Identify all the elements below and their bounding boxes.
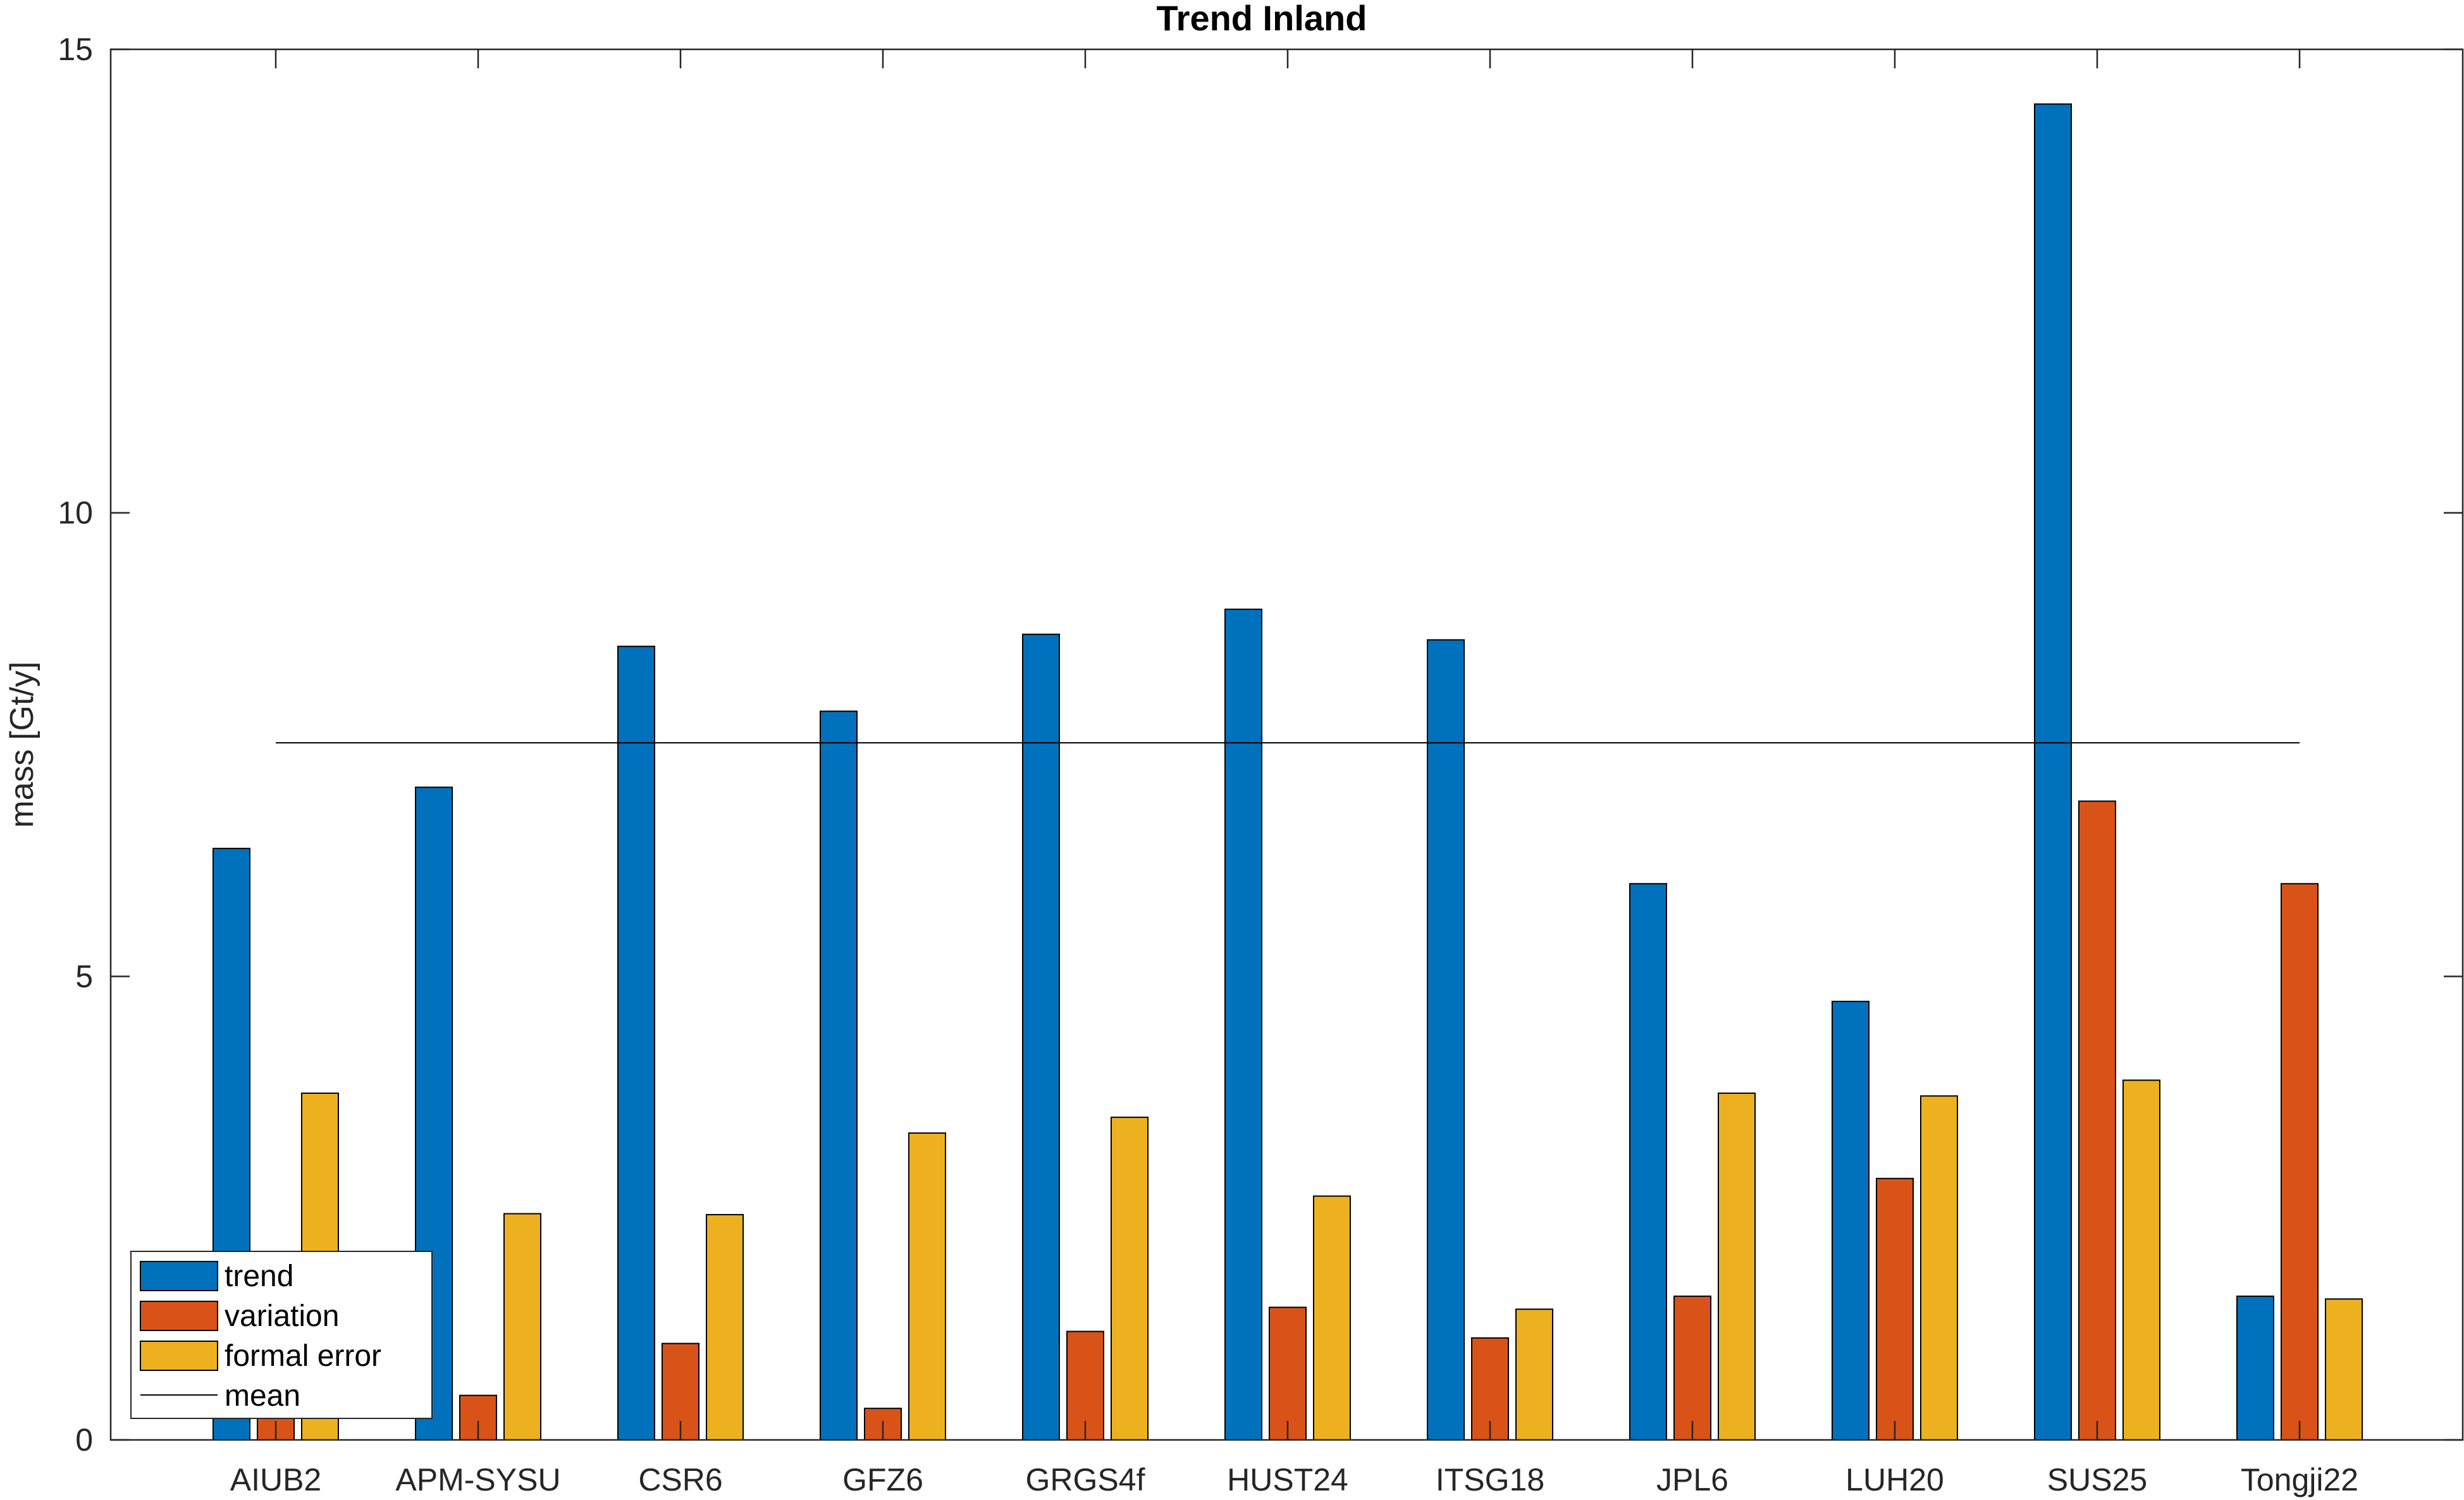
bar-trend-sus25 — [2034, 103, 2072, 1441]
legend-swatch-variation — [140, 1301, 218, 1331]
bars-layer — [213, 103, 2363, 1441]
x-tick-label: SUS25 — [2047, 1462, 2147, 1497]
ticks-layer: 0 5 10 15 AIUB2 APM-SYSU CSR6 GFZ6 GRGS4f HUST24 I… — [58, 32, 2463, 1497]
bar-variation-luh20 — [1876, 1177, 1914, 1441]
bar-formal-error-sus25 — [2122, 1079, 2160, 1441]
x-tick-label: HUST24 — [1227, 1462, 1348, 1497]
x-tick-label: CSR6 — [638, 1462, 722, 1497]
x-tick-label: LUH20 — [1845, 1462, 1944, 1497]
bar-formal-error-grgs4f — [1111, 1117, 1149, 1441]
chart-title: Trend Inland — [1157, 0, 1367, 38]
legend: trend variation formal error mean — [130, 1251, 433, 1419]
bar-variation-jpl6 — [1673, 1295, 1711, 1441]
bar-trend-tongji22 — [2236, 1295, 2274, 1441]
bar-trend-jpl6 — [1629, 883, 1667, 1441]
bar-formal-error-tongji22 — [2325, 1298, 2363, 1441]
x-tick-label: AIUB2 — [230, 1462, 322, 1497]
bar-trend-itsg18 — [1427, 639, 1465, 1441]
bar-trend-hust24 — [1224, 609, 1262, 1441]
x-tick-label: Tongji22 — [2241, 1462, 2358, 1497]
axes-box — [109, 48, 2464, 1441]
bar-formal-error-csr6 — [706, 1213, 744, 1441]
bar-variation-tongji22 — [2281, 883, 2319, 1441]
bar-trend-gfz6 — [820, 710, 858, 1441]
x-tick-label: ITSG18 — [1436, 1462, 1544, 1497]
bar-trend-grgs4f — [1022, 633, 1060, 1441]
y-tick-label: 15 — [58, 32, 93, 67]
bar-formal-error-itsg18 — [1515, 1308, 1553, 1441]
bar-formal-error-hust24 — [1313, 1195, 1351, 1441]
legend-label-mean: mean — [225, 1379, 300, 1413]
bar-variation-sus25 — [2078, 800, 2116, 1441]
bar-formal-error-jpl6 — [1718, 1092, 1756, 1441]
bar-formal-error-apm-sysu — [503, 1213, 541, 1441]
legend-label-variation: variation — [225, 1299, 339, 1333]
y-axis-label: mass [Gt/y] — [4, 662, 40, 828]
x-tick-label: JPL6 — [1656, 1462, 1728, 1497]
x-tick-label: APM-SYSU — [395, 1462, 560, 1497]
y-tick-label: 10 — [58, 495, 93, 531]
x-tick-label: GRGS4f — [1026, 1462, 1145, 1497]
y-tick-label: 5 — [75, 958, 93, 994]
legend-label-trend: trend — [225, 1260, 293, 1293]
legend-swatch-formal-error — [140, 1341, 218, 1371]
y-tick-label: 0 — [75, 1422, 93, 1458]
bar-formal-error-gfz6 — [908, 1132, 946, 1441]
bar-trend-luh20 — [1832, 1000, 1870, 1441]
legend-swatch-trend — [140, 1261, 218, 1291]
bar-formal-error-luh20 — [1920, 1095, 1958, 1441]
axes-layer — [109, 48, 2464, 1441]
bar-trend-csr6 — [617, 645, 655, 1441]
bar-variation-hust24 — [1269, 1306, 1307, 1441]
x-tick-label: GFZ6 — [842, 1462, 923, 1497]
legend-label-formal-error: formal error — [225, 1339, 381, 1373]
